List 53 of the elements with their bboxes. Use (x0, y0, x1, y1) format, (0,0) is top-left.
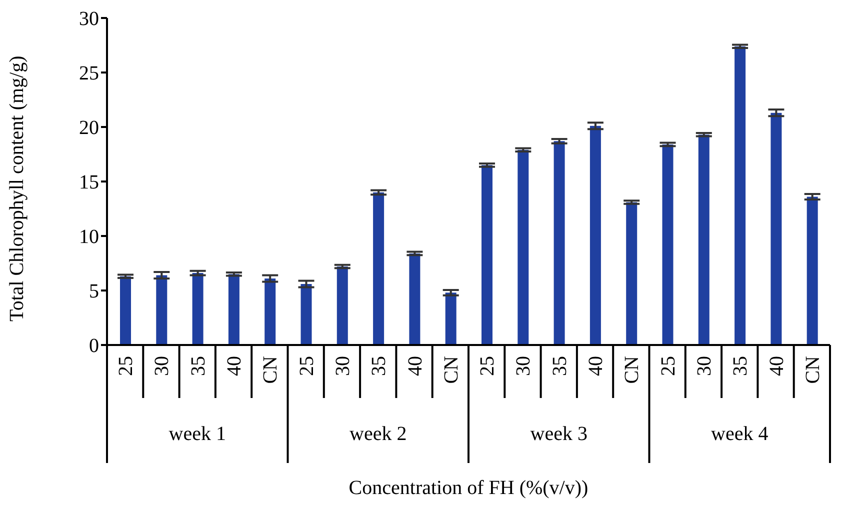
x-tick-label: 40 (404, 356, 426, 376)
x-tick-label: 35 (187, 356, 210, 376)
x-tick-label: 40 (585, 356, 608, 376)
y-tick-label: 30 (79, 8, 99, 30)
bar (518, 150, 529, 345)
x-axis-title: Concentration of FH (%(v/v)) (348, 477, 588, 499)
bar (734, 46, 746, 345)
x-tick-label: CN (440, 356, 462, 384)
bar (770, 112, 782, 345)
bar (806, 196, 818, 345)
x-tick-label: 35 (730, 356, 752, 376)
x-tick-label: 25 (296, 356, 318, 376)
bar (698, 134, 710, 345)
text: week 3 (530, 423, 588, 445)
x-tick-label: 40 (224, 356, 246, 376)
bar (264, 278, 276, 345)
x-tick-label: CN (621, 356, 644, 384)
bar (482, 165, 492, 345)
x-tick-label: 25 (115, 356, 138, 376)
x-tick-label: 25 (476, 356, 499, 376)
y-tick-label: 5 (89, 280, 99, 303)
bar (590, 126, 601, 345)
x-tick-label: 30 (693, 356, 716, 376)
y-tick-label: 20 (79, 117, 99, 140)
x-tick-label: 40 (766, 356, 788, 376)
bar (626, 202, 638, 345)
bar (228, 274, 240, 345)
x-tick-label: 30 (151, 356, 174, 376)
x-tick-label: 35 (548, 356, 571, 376)
bar (300, 284, 312, 345)
y-tick-label: 25 (79, 62, 99, 85)
bar (409, 253, 420, 345)
y-tick-label: 0 (89, 335, 99, 358)
x-tick-label: 35 (368, 356, 390, 376)
bar (192, 273, 204, 345)
bar (156, 275, 168, 345)
x-tick-label: CN (802, 356, 824, 384)
text: week 4 (711, 423, 768, 445)
text: week 2 (350, 423, 407, 445)
x-tick-label: 30 (512, 356, 535, 376)
bar (445, 292, 456, 345)
bar (554, 141, 565, 345)
bar (120, 276, 131, 345)
text: week 1 (168, 423, 226, 445)
x-tick-label: 25 (657, 356, 680, 376)
y-tick-label: 10 (79, 226, 99, 248)
bar (662, 144, 674, 345)
bar (336, 266, 348, 345)
y-tick-label: 15 (79, 172, 99, 194)
y-axis-title: Total Chlorophyll content (mg/g) (6, 56, 28, 322)
bar (373, 192, 384, 345)
x-tick-label: 30 (332, 356, 354, 376)
x-tick-label: CN (260, 356, 282, 384)
